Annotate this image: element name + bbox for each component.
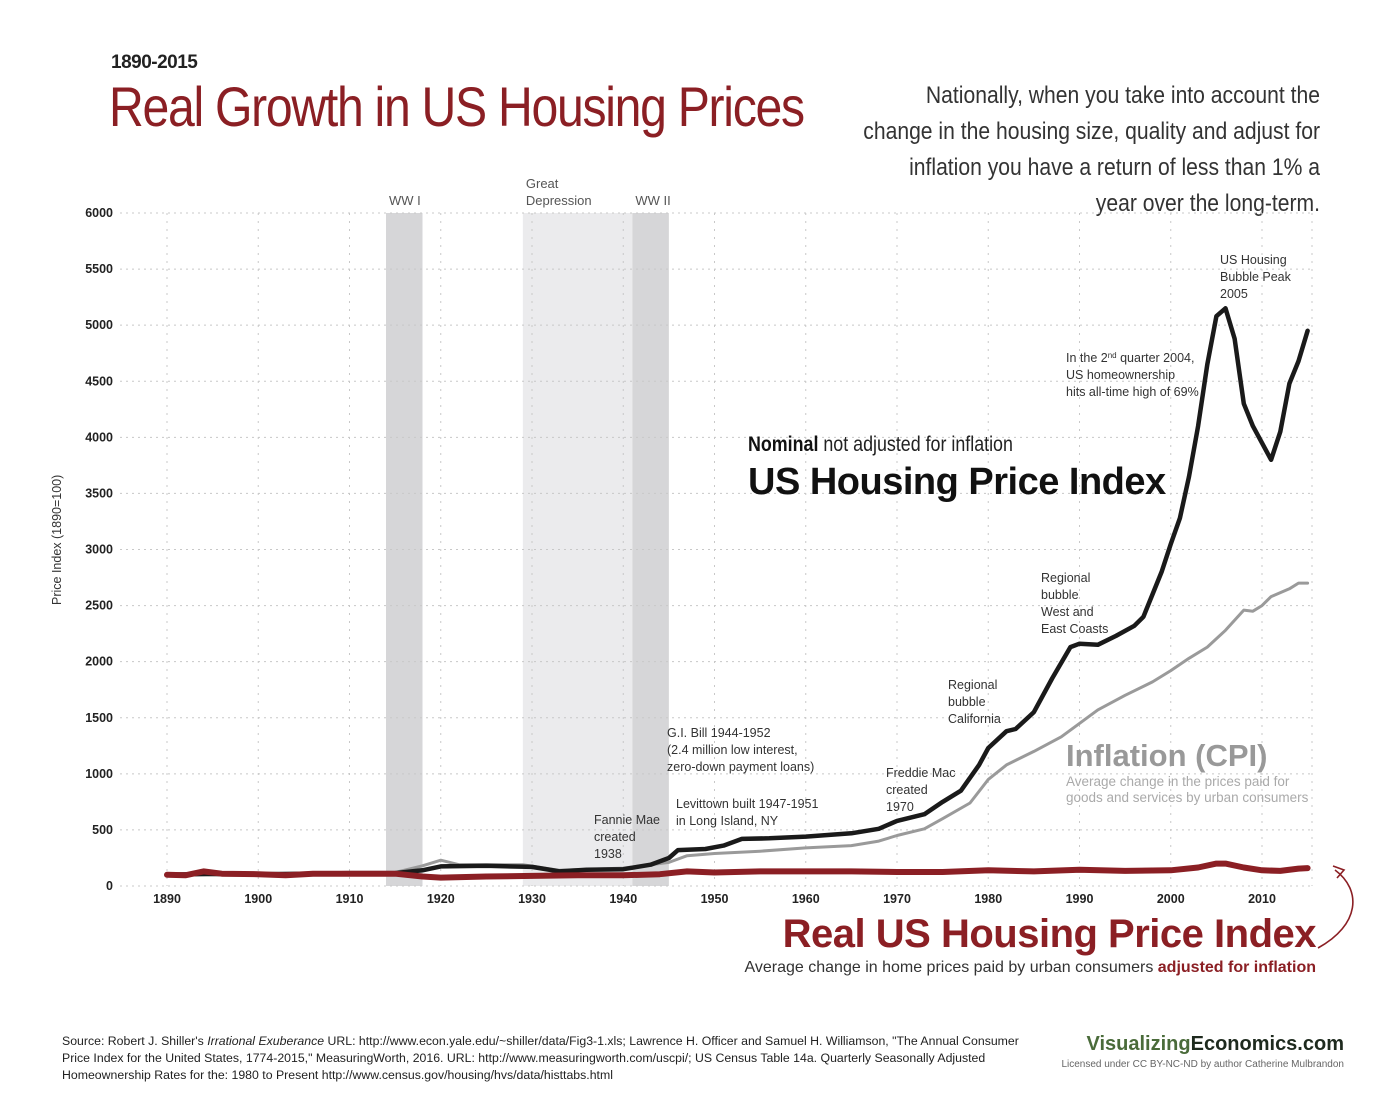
- x-tick-label: 2010: [1248, 892, 1276, 906]
- source-rest: URL: http://www.econ.yale.edu/~shiller/d…: [62, 1034, 1019, 1082]
- annotation-line: Fannie Mae: [594, 813, 660, 827]
- x-tick-label: 1960: [792, 892, 820, 906]
- y-tick-label: 3000: [85, 543, 113, 557]
- arrow-head-icon: [1332, 865, 1346, 879]
- intro-text: Nationally, when you take into account t…: [863, 82, 1320, 217]
- x-axis-ticks: 1890 1900 1910 1920 1930 1940 1950 1960 1970 1980…: [153, 892, 1276, 906]
- x-tick-label: 2000: [1157, 892, 1185, 906]
- real-desc-bold: adjusted for inflation: [1157, 959, 1316, 976]
- chart-title: Real Growth in US Housing Prices: [109, 75, 805, 138]
- y-tick-label: 4000: [85, 430, 113, 444]
- annotation-line: created: [886, 783, 928, 797]
- cpi-series-title: Inflation (CPI): [1066, 738, 1268, 773]
- x-tick-label: 1950: [701, 892, 729, 906]
- annotation-line: zero-down payment loans): [667, 760, 814, 774]
- y-tick-label: 1500: [85, 711, 113, 725]
- y-tick-label: 4500: [85, 374, 113, 388]
- license-text: Licensed under CC BY-NC-ND by author Cat…: [1061, 1059, 1344, 1070]
- source-note: Source: Robert J. Shiller's Irrational E…: [62, 1033, 1022, 1084]
- annotation-line: Bubble Peak: [1220, 270, 1292, 284]
- x-tick-label: 1930: [518, 892, 546, 906]
- annotation-line: in Long Island, NY: [676, 814, 779, 828]
- y-tick-label: 3500: [85, 486, 113, 500]
- annotation-line: East Coasts: [1041, 622, 1108, 636]
- nominal-subtext: not adjusted for inflation: [818, 433, 1013, 456]
- y-tick-label: 2500: [85, 599, 113, 613]
- band-label: WW I: [389, 193, 421, 208]
- y-tick-label: 1000: [85, 767, 113, 781]
- band-label: Depression: [526, 193, 592, 208]
- annotation-line: West and: [1041, 605, 1094, 619]
- annotation-1970: Freddie Mac created 1970: [886, 766, 955, 814]
- annotation-1985: Regional bubble California: [948, 678, 1001, 726]
- annotation-line: 1938: [594, 847, 622, 861]
- brand-logo[interactable]: VisualizingEconomics.com: [1086, 1033, 1345, 1055]
- annotation-line: 1970: [886, 800, 914, 814]
- annotations: Fannie Mae created 1938 G.I. Bill 1944-1952…: [594, 253, 1292, 861]
- y-axis-label: Price Index (1890=100): [50, 475, 64, 605]
- annotation-line: (2.4 million low interest,: [667, 743, 798, 757]
- annotation-line: Regional: [948, 678, 997, 692]
- annotation-2005: US Housing Bubble Peak 2005: [1220, 253, 1292, 301]
- real-desc: Average change in home prices paid by ur…: [744, 959, 1158, 976]
- annotation-line: bubble: [1041, 588, 1079, 602]
- annotation-line: 2005: [1220, 287, 1248, 301]
- band-label: Great: [526, 176, 559, 191]
- nominal-line: [164, 306, 1310, 878]
- annotation-line: created: [594, 830, 636, 844]
- cpi-desc-line-1: Average change in the prices paid for: [1066, 774, 1290, 789]
- band-label: WW II: [635, 193, 670, 208]
- nominal-series-label: Nominal not adjusted for inflation US Ho…: [748, 433, 1166, 504]
- y-tick-label: 0: [106, 879, 113, 893]
- y-tick-label: 5500: [85, 262, 113, 276]
- nominal-bold: Nominal: [748, 433, 819, 456]
- y-tick-label: 6000: [85, 206, 113, 220]
- annotation-1944: G.I. Bill 1944-1952 (2.4 million low inte…: [667, 726, 814, 774]
- gridlines: [120, 212, 1313, 887]
- annotation-line: US Housing: [1220, 253, 1287, 267]
- shaded-periods: WW I Great Depression WW II: [386, 176, 671, 886]
- y-axis-ticks: 0 500 1000 1500 2000 2500 3000 3500 4000 4500 5000…: [85, 206, 113, 893]
- x-tick-label: 1900: [244, 892, 272, 906]
- annotation-line: Regional: [1041, 571, 1090, 585]
- real-index-pointer-arrow: [1317, 869, 1354, 949]
- nominal-series-title: US Housing Price Index: [748, 461, 1166, 503]
- annotation-line: G.I. Bill 1944-1952: [667, 726, 771, 740]
- annotation-line: In the 2nd quarter 2004,: [1066, 351, 1194, 366]
- x-tick-label: 1970: [883, 892, 911, 906]
- annotation-1989: Regional bubble West and East Coasts: [1041, 571, 1108, 636]
- y-tick-label: 5000: [85, 318, 113, 332]
- annotation-line: California: [948, 712, 1001, 726]
- annotation-1947: Levittown built 1947-1951 in Long Island,…: [676, 797, 819, 828]
- x-tick-label: 1990: [1066, 892, 1094, 906]
- annotation-1938: Fannie Mae created 1938: [594, 813, 660, 861]
- annotation-line: Freddie Mac: [886, 766, 955, 780]
- x-tick-label: 1980: [974, 892, 1002, 906]
- x-tick-label: 1910: [336, 892, 364, 906]
- real-series-label: Real US Housing Price Index Average chan…: [745, 912, 1317, 977]
- source-book-title: Irrational Exuberance: [207, 1034, 325, 1048]
- chart-date-range: 1890-2015: [111, 52, 198, 73]
- real-line: [164, 860, 1311, 881]
- annotation-line: US homeownership: [1066, 368, 1175, 382]
- brand-block: VisualizingEconomics.com Licensed under …: [1061, 1033, 1344, 1070]
- annotation-2004: In the 2nd quarter 2004, US homeownership…: [1066, 351, 1199, 400]
- cpi-series-label: Inflation (CPI) Average change in the pr…: [1066, 738, 1308, 806]
- x-tick-label: 1920: [427, 892, 455, 906]
- annotation-line: bubble: [948, 695, 986, 709]
- shaded-band-ww-ii: [632, 213, 669, 886]
- real-series-title: Real US Housing Price Index: [782, 912, 1317, 956]
- shaded-band-ww-i: [386, 213, 423, 886]
- x-tick-label: 1940: [609, 892, 637, 906]
- y-tick-label: 500: [92, 823, 113, 837]
- cpi-desc-line-2: goods and services by urban consumers: [1066, 790, 1309, 805]
- source-prefix: Source: Robert J. Shiller's: [62, 1034, 208, 1048]
- annotation-line: hits all-time high of 69%: [1066, 385, 1199, 399]
- x-tick-label: 1890: [153, 892, 181, 906]
- annotation-line: Levittown built 1947-1951: [676, 797, 819, 811]
- y-tick-label: 2000: [85, 655, 113, 669]
- series-lines: [164, 306, 1311, 881]
